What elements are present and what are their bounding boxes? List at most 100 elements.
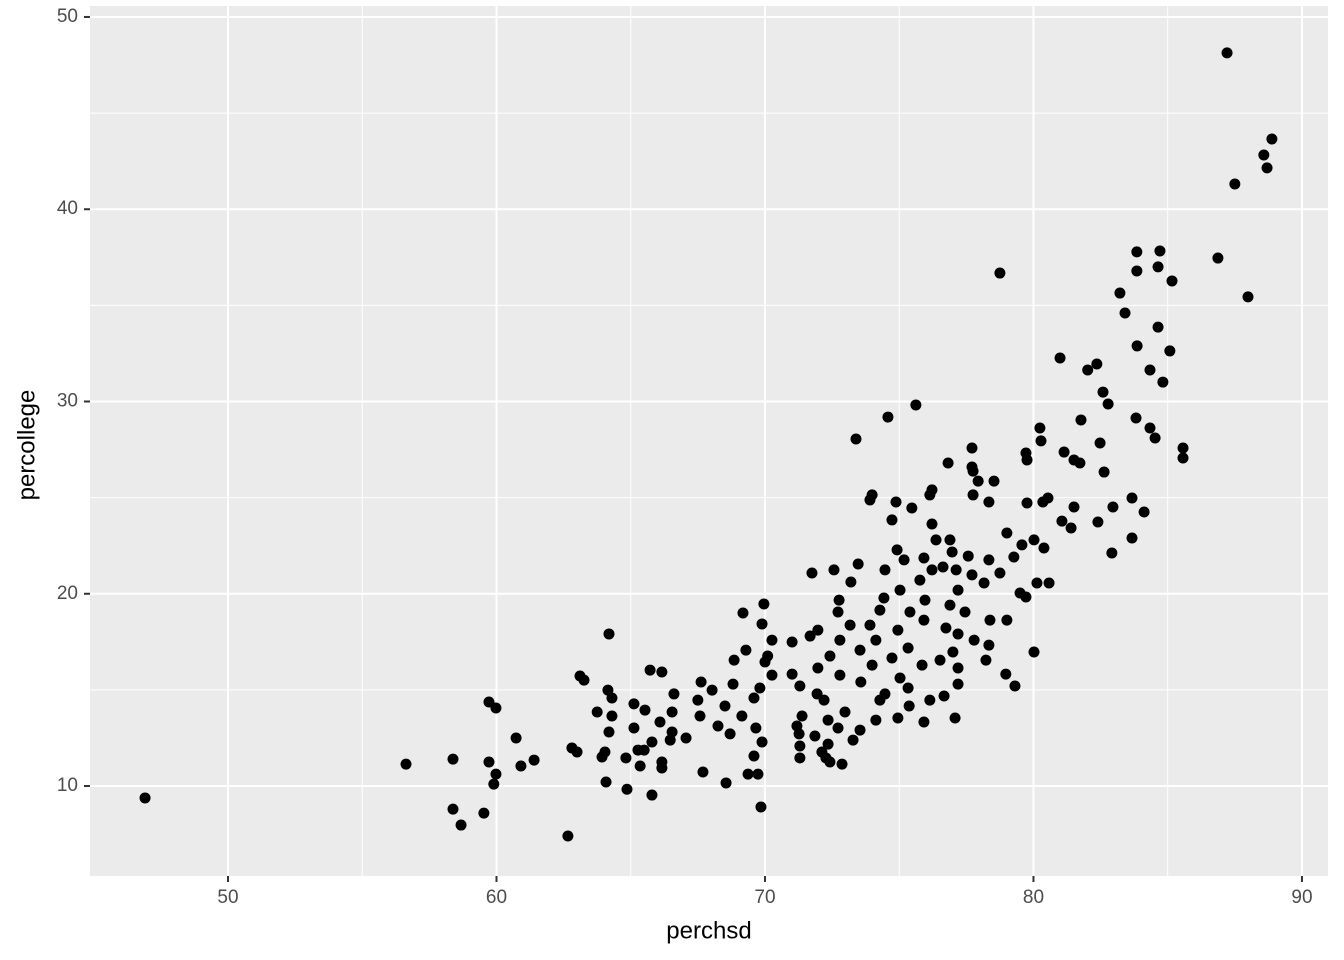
point (934, 654, 946, 666)
point (918, 716, 930, 728)
point (839, 706, 851, 718)
point (1075, 414, 1087, 426)
point (1031, 577, 1043, 589)
point (940, 622, 952, 634)
point (578, 674, 590, 686)
point (600, 776, 612, 788)
point (724, 728, 736, 740)
point (794, 740, 806, 752)
point (906, 502, 918, 514)
point (1000, 668, 1012, 680)
y-axis-title: percollege (13, 390, 40, 501)
point (1074, 457, 1086, 469)
point (852, 558, 864, 570)
point (834, 669, 846, 681)
point (656, 666, 668, 678)
point (1037, 496, 1049, 508)
point (983, 554, 995, 566)
point (980, 654, 992, 666)
point (836, 758, 848, 770)
point (1092, 516, 1104, 528)
point (447, 803, 459, 815)
point (1008, 551, 1020, 563)
point (832, 606, 844, 618)
point (748, 750, 760, 762)
point (510, 732, 522, 744)
point (1144, 422, 1156, 434)
point (666, 706, 678, 718)
point (1164, 345, 1176, 357)
point (916, 659, 928, 671)
point (490, 702, 502, 714)
point (515, 760, 527, 772)
point (898, 554, 910, 566)
point (812, 624, 824, 636)
point (1021, 497, 1033, 509)
point (892, 712, 904, 724)
point (620, 752, 632, 764)
point (664, 734, 676, 746)
point (919, 594, 931, 606)
point (719, 700, 731, 712)
point (656, 762, 668, 774)
y-tick-label: 10 (57, 775, 78, 796)
point (847, 734, 859, 746)
y-tick-label: 20 (57, 583, 78, 604)
point (528, 754, 540, 766)
point (804, 630, 816, 642)
point (1119, 307, 1131, 319)
point (766, 669, 778, 681)
point (891, 544, 903, 556)
point (654, 716, 666, 728)
x-tick-label: 80 (1023, 887, 1044, 908)
point (924, 694, 936, 706)
point (1177, 452, 1189, 464)
point (968, 634, 980, 646)
point (1261, 162, 1273, 174)
point (1097, 386, 1109, 398)
point (824, 650, 836, 662)
point (603, 726, 615, 738)
point (668, 688, 680, 700)
point (606, 710, 618, 722)
point (978, 577, 990, 589)
point (755, 801, 767, 813)
point (1001, 614, 1013, 626)
point (1028, 646, 1040, 658)
point (794, 680, 806, 692)
point (926, 564, 938, 576)
point (786, 668, 798, 680)
point (786, 636, 798, 648)
y-tick-label: 30 (57, 391, 78, 412)
point (712, 720, 724, 732)
point (756, 736, 768, 748)
point (1152, 261, 1164, 273)
point (832, 722, 844, 734)
point (1058, 446, 1070, 458)
point (737, 607, 749, 619)
point (892, 624, 904, 636)
point (1131, 265, 1143, 277)
point (1028, 534, 1040, 546)
point (694, 710, 706, 722)
x-tick-label: 90 (1291, 887, 1312, 908)
point (824, 756, 836, 768)
point (959, 606, 971, 618)
point (844, 619, 856, 631)
point (1106, 547, 1118, 559)
point (571, 746, 583, 758)
point (478, 807, 490, 819)
point (490, 768, 502, 780)
point (1138, 506, 1150, 518)
point (967, 489, 979, 501)
x-tick-label: 60 (486, 887, 507, 908)
point (918, 552, 930, 564)
point (1091, 358, 1103, 370)
point (488, 778, 500, 790)
point (1157, 376, 1169, 388)
point (1102, 398, 1114, 410)
x-axis-title: perchsd (666, 917, 751, 944)
point (1038, 542, 1050, 554)
point (822, 738, 834, 750)
point (918, 614, 930, 626)
